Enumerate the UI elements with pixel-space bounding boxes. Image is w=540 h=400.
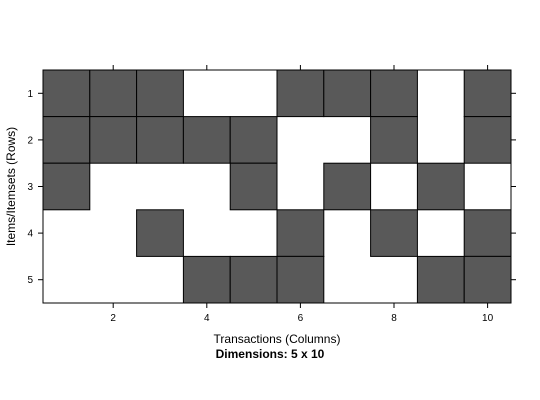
heatmap-cell-r2-c8 <box>370 116 418 164</box>
heatmap-cells <box>42 69 512 304</box>
y-tick-label-1: 1 <box>27 89 33 100</box>
heatmap-cell-r1-c10 <box>463 69 512 118</box>
y-tick-label-2: 2 <box>27 135 33 146</box>
x-tick-label-6: 6 <box>298 313 304 324</box>
heatmap-cell-r5-c5 <box>229 255 278 304</box>
x-tick-label-4: 4 <box>204 313 210 324</box>
y-axis-label: Items/Itemsets (Rows) <box>4 127 18 246</box>
heatmap-cell-r2-c2 <box>89 116 138 164</box>
heatmap-cell-r2-c1 <box>42 116 91 164</box>
heatmap-cell-r1-c6 <box>276 69 325 118</box>
heatmap-cell-r5-c10 <box>463 255 512 304</box>
heatmap-cell-r4-c10 <box>463 209 512 257</box>
heatmap-cell-r1-c8 <box>370 69 418 118</box>
x-tick-label-10: 10 <box>482 313 494 324</box>
heatmap-cell-r1-c1 <box>42 69 91 118</box>
heatmap-cell-r3-c7 <box>323 162 372 211</box>
heatmap-cell-r2-c4 <box>182 116 231 164</box>
heatmap-cell-r1-c3 <box>136 69 184 118</box>
heatmap-cell-r4-c8 <box>370 209 418 257</box>
dimensions-label: Dimensions: 5 x 10 <box>216 347 325 361</box>
x-tick-label-2: 2 <box>110 313 116 324</box>
heatmap-cell-r4-c3 <box>136 209 184 257</box>
heatmap-cell-r1-c2 <box>89 69 138 118</box>
heatmap-cell-r2-c10 <box>463 116 512 164</box>
y-tick-label-5: 5 <box>27 275 33 286</box>
heatmap-cell-r2-c3 <box>136 116 184 164</box>
heatmap-cell-r2-c5 <box>229 116 278 164</box>
heatmap-cell-r3-c9 <box>416 162 465 211</box>
x-axis-label: Transactions (Columns) <box>214 332 341 346</box>
x-tick-label-8: 8 <box>391 313 397 324</box>
heatmap-cell-r4-c6 <box>276 209 325 257</box>
heatmap-cell-r3-c5 <box>229 162 278 211</box>
y-tick-label-3: 3 <box>27 182 33 193</box>
heatmap-cell-r5-c4 <box>182 255 231 304</box>
heatmap-cell-r1-c7 <box>323 69 372 118</box>
y-tick-label-4: 4 <box>27 229 33 240</box>
heatmap-cell-r3-c1 <box>42 162 91 211</box>
heatmap-cell-r5-c6 <box>276 255 325 304</box>
heatmap-cell-r5-c9 <box>416 255 465 304</box>
